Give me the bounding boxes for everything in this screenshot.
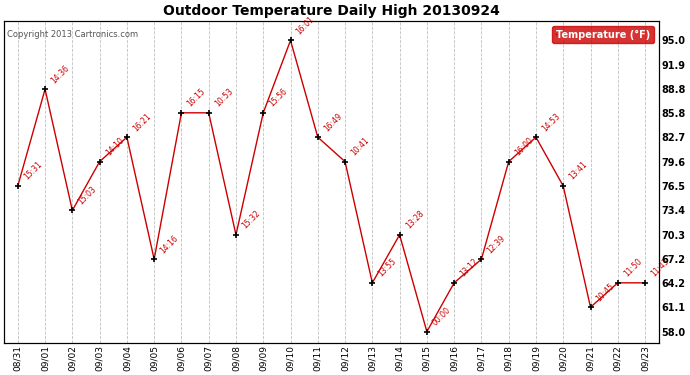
Text: 14:10: 14:10	[104, 136, 126, 158]
Text: 13:41: 13:41	[567, 160, 589, 182]
Text: 11:43: 11:43	[649, 257, 671, 279]
Text: 00:00: 00:00	[431, 306, 453, 327]
Text: 16:21: 16:21	[131, 111, 152, 133]
Text: 15:03: 15:03	[77, 184, 99, 206]
Text: 10:41: 10:41	[349, 136, 371, 158]
Text: 14:36: 14:36	[49, 63, 71, 85]
Text: 10:53: 10:53	[213, 87, 235, 109]
Text: 15:32: 15:32	[240, 209, 262, 231]
Text: 13:55: 13:55	[377, 257, 398, 279]
Text: 16:01: 16:01	[295, 15, 317, 36]
Text: 16:00: 16:00	[513, 136, 535, 158]
Text: 11:50: 11:50	[622, 257, 644, 279]
Text: 13:28: 13:28	[404, 209, 426, 231]
Text: 10:45: 10:45	[595, 281, 616, 303]
Text: 16:49: 16:49	[322, 111, 344, 133]
Text: Copyright 2013 Cartronics.com: Copyright 2013 Cartronics.com	[8, 30, 139, 39]
Text: 15:56: 15:56	[268, 87, 289, 109]
Legend: Temperature (°F): Temperature (°F)	[552, 26, 654, 44]
Text: 16:15: 16:15	[186, 87, 207, 109]
Text: 14:16: 14:16	[158, 233, 180, 255]
Text: 15:31: 15:31	[22, 160, 43, 182]
Title: Outdoor Temperature Daily High 20130924: Outdoor Temperature Daily High 20130924	[163, 4, 500, 18]
Text: 14:53: 14:53	[540, 111, 562, 133]
Text: 12:39: 12:39	[486, 233, 507, 255]
Text: 13:12: 13:12	[458, 257, 480, 279]
